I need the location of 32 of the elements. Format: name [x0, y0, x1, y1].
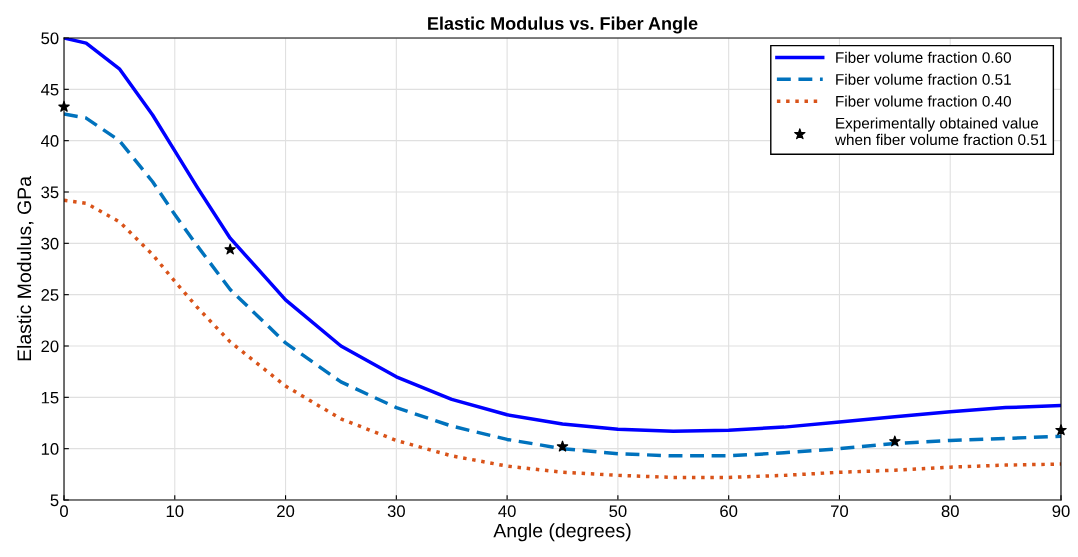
- legend-label: Fiber volume fraction 0.60: [836, 51, 1011, 63]
- legend-label: Fiber volume fraction 0.40: [836, 95, 1011, 107]
- x-tick-label: 40: [498, 505, 516, 518]
- y-tick-label: 40: [40, 135, 59, 147]
- point: [224, 243, 236, 255]
- y-tick-label: 10: [41, 443, 59, 455]
- x-tick-label: 50: [609, 505, 627, 518]
- x-tick-label: 30: [387, 505, 405, 518]
- y-tick-label: 35: [41, 186, 59, 199]
- y-tick-label: 15: [41, 391, 59, 404]
- x-tick-label: 70: [831, 505, 849, 518]
- point: [556, 440, 569, 452]
- y-tick-label: 5: [50, 494, 59, 507]
- x-tick-label: 0: [60, 505, 68, 518]
- x-tick-label: 80: [941, 505, 959, 518]
- x-tick-label: 10: [166, 505, 184, 518]
- y-tick-label: 50: [41, 32, 59, 45]
- point: [889, 435, 901, 447]
- x-tick-label: 60: [720, 505, 738, 518]
- point: [58, 100, 70, 112]
- y-tick-label: 30: [41, 237, 59, 250]
- y-axis-title: Elastic Modulus, GPa: [16, 176, 34, 361]
- x-tick-label: 90: [1052, 505, 1070, 518]
- legend-label: Experimentally obtained value when fiber volume fraction 0.51: [834, 117, 1047, 146]
- x-axis-title: Angle (degrees): [493, 523, 631, 542]
- y-tick-label: 20: [41, 340, 59, 353]
- chart-title: Elastic Modulus vs. Fiber Angle: [428, 16, 698, 34]
- x-tick-label: 20: [277, 505, 295, 518]
- y-tick-label: 25: [41, 289, 59, 301]
- y-tick-label: 45: [40, 83, 59, 96]
- point: [1055, 424, 1067, 436]
- legend-label: Fiber volume fraction 0.51: [836, 73, 1011, 85]
